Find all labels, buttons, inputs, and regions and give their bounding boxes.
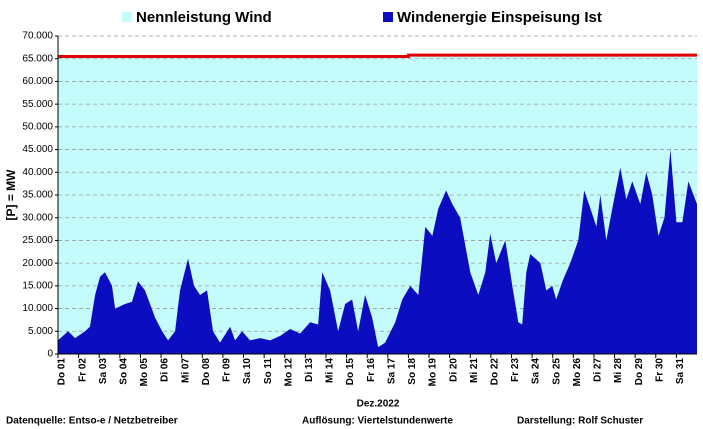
x-tick-label: Sa 03 [98, 358, 109, 385]
x-tick-label: Di 06 [160, 358, 171, 382]
x-tick-label: Do 15 [345, 358, 356, 386]
x-tick-label: Mi 28 [613, 358, 624, 383]
y-tick-label: 10.000 [22, 303, 53, 314]
x-tick-label: Mo 05 [139, 358, 150, 387]
x-tick-label: Di 27 [593, 358, 604, 382]
footer-resolution: Auflösung: Viertelstundenwerte [302, 416, 453, 427]
x-tick-label: Mo 19 [428, 358, 439, 387]
x-tick-label: Fr 02 [77, 358, 88, 382]
plot-area [58, 35, 697, 355]
x-tick-label: So 25 [551, 358, 562, 385]
y-tick-label: 25.000 [22, 235, 53, 246]
x-tick-label: Fr 30 [654, 358, 665, 382]
legend-label: Nennleistung Wind [136, 9, 272, 26]
x-tick-label: Do 08 [201, 358, 212, 386]
x-tick-label: Fr 16 [366, 358, 377, 382]
y-tick-label: 5.000 [28, 326, 53, 337]
x-tick-label: Di 20 [448, 358, 459, 382]
y-tick-label: 70.000 [22, 31, 53, 42]
y-axis-title: [P] = MW [4, 169, 18, 221]
y-tick-label: 55.000 [22, 99, 53, 110]
x-tick-label: Di 13 [304, 358, 315, 382]
x-tick-label: Fr 09 [222, 358, 233, 382]
y-tick-label: 20.000 [22, 258, 53, 269]
x-tick-label: Mo 26 [572, 358, 583, 387]
x-tick-label: Mi 21 [469, 358, 480, 383]
x-axis-title: Dez.2022 [357, 399, 400, 410]
x-tick-label: Do 29 [634, 358, 645, 386]
legend-swatch [383, 12, 393, 22]
x-tick-label: Sa 17 [386, 358, 397, 385]
legend-swatch [122, 12, 132, 22]
x-tick-label: Mi 07 [180, 358, 191, 383]
x-tick-label: Mi 14 [325, 358, 336, 383]
x-tick-label: Sa 10 [242, 358, 253, 385]
y-tick-label: 30.000 [22, 212, 53, 223]
x-tick-label: Mo 12 [283, 358, 294, 387]
y-tick-label: 50.000 [22, 121, 53, 132]
area [58, 149, 697, 354]
y-tick-label: 65.000 [22, 53, 53, 64]
legend-label: Windenergie Einspeisung Ist [397, 9, 602, 26]
y-tick-label: 45.000 [22, 144, 53, 155]
x-tick-label: Fr 23 [510, 358, 521, 382]
x-tick-label: Sa 24 [531, 358, 542, 385]
x-tick-label: So 04 [118, 358, 129, 385]
y-tick-label: 0 [47, 349, 53, 360]
y-tick-label: 15.000 [22, 280, 53, 291]
line [58, 53, 697, 58]
footer-source: Datenquelle: Entso-e / Netzbetreiber [6, 416, 178, 427]
x-tick-label: Do 22 [490, 358, 501, 386]
footer-author: Darstellung: Rolf Schuster [517, 416, 643, 427]
x-tick-label: Sa 31 [675, 358, 686, 385]
y-tick-label: 60.000 [22, 76, 53, 87]
x-tick-label: So 11 [263, 358, 274, 385]
x-tick-label: So 18 [407, 358, 418, 385]
x-tick-label: Do 01 [57, 358, 68, 386]
y-tick-label: 40.000 [22, 167, 53, 178]
y-tick-label: 35.000 [22, 190, 53, 201]
